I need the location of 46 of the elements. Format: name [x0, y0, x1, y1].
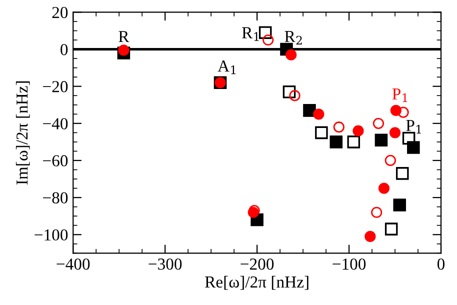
annotation: R$_{1}$ [242, 27, 259, 41]
point [372, 118, 384, 129]
point [315, 126, 328, 140]
point [286, 49, 297, 60]
point [303, 104, 316, 117]
point [374, 134, 388, 146]
y-tick-label: −100 [34, 229, 68, 241]
point [289, 90, 300, 102]
point [384, 222, 398, 236]
point [330, 136, 343, 148]
y-tick-label: −80 [43, 192, 68, 204]
annotation: R [118, 31, 130, 42]
point [352, 125, 364, 136]
y-tick-label: −40 [43, 118, 68, 130]
point [364, 230, 376, 242]
point [393, 198, 406, 212]
point [313, 108, 324, 120]
point [258, 26, 272, 39]
point [384, 154, 396, 166]
x-tick-label: −200 [240, 258, 274, 270]
point [333, 122, 344, 133]
point [378, 182, 390, 194]
point [347, 136, 360, 148]
annotation: R$_{2}$ [284, 31, 302, 45]
annotation: P$_{1}$ [392, 88, 408, 102]
y-axis-title: Im[ω]/2π [nHz] [16, 81, 30, 185]
x-tick-label: −300 [148, 258, 182, 270]
point [398, 106, 409, 118]
annotation: A$_{1}$ [218, 60, 236, 74]
y-tick-label: −60 [43, 155, 68, 166]
point [396, 167, 409, 180]
y-tick-label: 20 [52, 6, 68, 18]
point [118, 44, 130, 56]
point [371, 206, 382, 218]
y-tick-label: 0 [60, 44, 68, 56]
point [389, 127, 401, 138]
x-tick-label: −100 [332, 258, 366, 270]
x-axis-title: Re[ω]/2π [nHz] [205, 276, 308, 290]
point [282, 86, 296, 98]
point [262, 34, 274, 46]
point [407, 141, 420, 154]
point [402, 132, 416, 145]
x-tick-label: −400 [56, 258, 90, 270]
x-tick-label: 0 [437, 258, 445, 270]
annotation: P$_{1}$ [406, 120, 421, 134]
y-tick-label: −20 [43, 81, 68, 92]
